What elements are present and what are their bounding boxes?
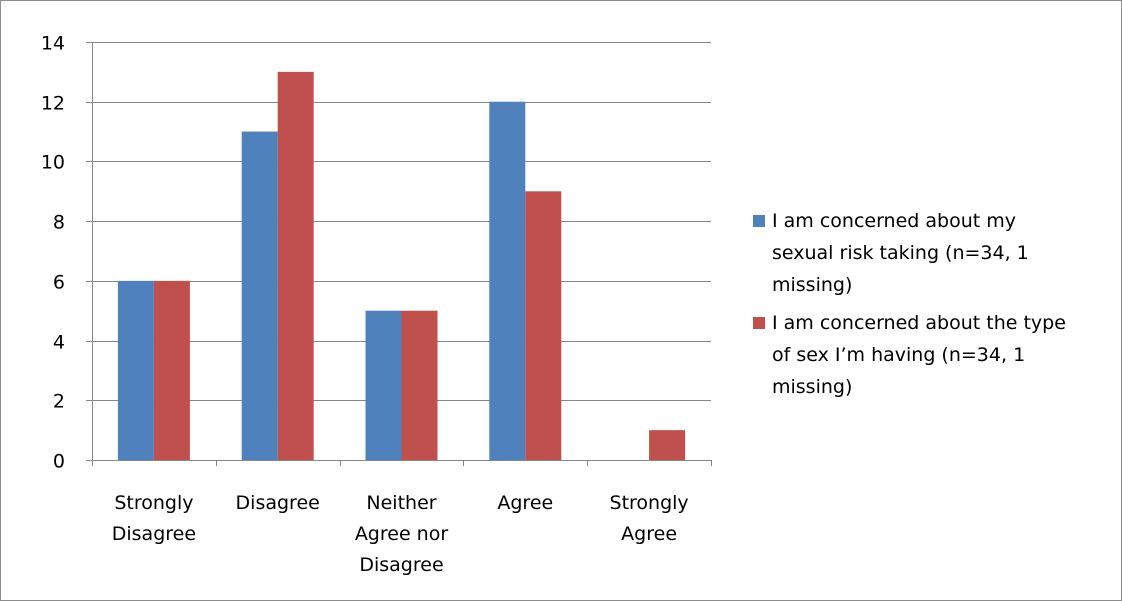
x-category-label-line: Strongly xyxy=(114,492,193,514)
y-tick-label: 8 xyxy=(53,212,65,234)
x-axis-category-labels: Strongly Disagree Disagree Neither Agree nor… xyxy=(112,492,689,576)
bar-series-2 xyxy=(525,191,562,461)
bar-series-2 xyxy=(401,310,438,460)
x-category-label-line: Agree xyxy=(497,492,553,514)
x-category-label: Disagree xyxy=(236,492,320,514)
legend-label-series-2: I am concerned about the type of sex I’m… xyxy=(772,307,1116,403)
legend-label-line: I am concerned about my xyxy=(772,210,1017,232)
y-tick-label: 4 xyxy=(53,332,65,354)
legend-item-series-2: I am concerned about the type of sex I’m… xyxy=(751,307,1116,403)
bar-series-2 xyxy=(277,71,314,460)
x-category-label: Strongly Agree xyxy=(610,492,689,545)
x-category-label-line: Disagree xyxy=(112,523,196,545)
y-tick-label: 2 xyxy=(53,391,65,413)
x-category-label: Agree xyxy=(497,492,553,514)
y-tick-label: 14 xyxy=(41,33,65,55)
legend-label-line: I am concerned about the type xyxy=(772,312,1066,334)
bar-series-2 xyxy=(649,430,686,460)
x-category-label-line: Agree nor xyxy=(355,523,449,545)
y-tick-label: 0 xyxy=(53,451,65,473)
x-category-label-line: Disagree xyxy=(236,492,320,514)
y-tick-label: 12 xyxy=(41,93,65,115)
legend-label-line: missing) xyxy=(772,376,853,398)
bar-series-2 xyxy=(153,280,190,460)
legend-label-line: sexual risk taking (n=34, 1 xyxy=(772,242,1029,264)
x-category-label: Neither Agree nor Disagree xyxy=(355,492,449,576)
y-axis-ticks: 0 2 4 6 8 10 12 14 xyxy=(41,33,65,473)
legend: I am concerned about my sexual risk taki… xyxy=(751,205,1116,409)
bars xyxy=(117,71,686,461)
x-category-label-line: Disagree xyxy=(359,554,443,576)
x-category-label-line: Neither xyxy=(366,492,436,514)
x-axis-tick-marks xyxy=(92,460,712,466)
legend-swatch-series-2 xyxy=(753,317,765,329)
legend-label-line: of sex I’m having (n=34, 1 xyxy=(772,344,1026,366)
gridlines xyxy=(86,42,711,461)
bar-series-1 xyxy=(241,131,278,461)
legend-item-series-1: I am concerned about my sexual risk taki… xyxy=(751,205,1116,301)
legend-swatch-series-1 xyxy=(753,215,765,227)
bar-series-1 xyxy=(117,280,154,460)
x-category-label-line: Agree xyxy=(621,523,677,545)
x-category-label: Strongly Disagree xyxy=(112,492,196,545)
y-tick-label: 10 xyxy=(41,152,65,174)
x-category-label-line: Strongly xyxy=(610,492,689,514)
bar-series-1 xyxy=(489,101,526,460)
legend-label-series-1: I am concerned about my sexual risk taki… xyxy=(772,205,1116,301)
legend-label-line: missing) xyxy=(772,274,853,296)
bar-series-1 xyxy=(365,310,402,460)
y-tick-label: 6 xyxy=(53,272,65,294)
